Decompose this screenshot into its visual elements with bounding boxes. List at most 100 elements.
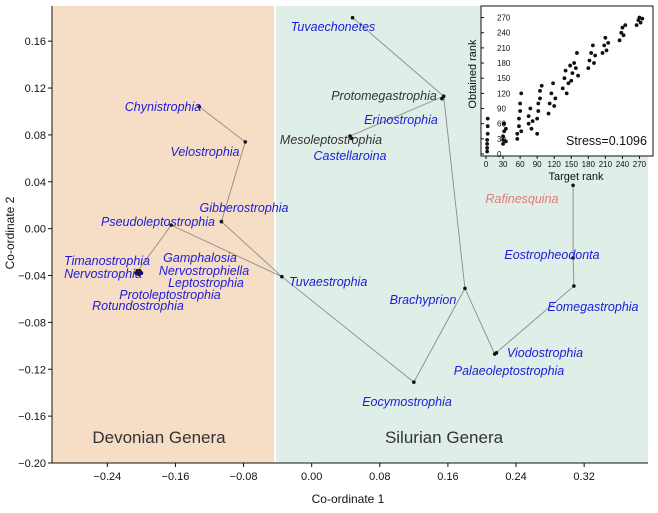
genus-labels: Chynistrophia Velostrophia Gibberostrophia… (64, 20, 639, 409)
inset-point (503, 139, 508, 144)
main-axes: −0.24 −0.16 −0.08 0.00 0.08 0.16 0.24 0.32 0.16 0… (18, 6, 648, 483)
edge-chynistrophia-velostrophia (199, 106, 246, 143)
inset-point (530, 119, 535, 124)
region-label-devonian: Devonian Genera (92, 428, 226, 447)
inset-point (526, 121, 531, 126)
label-eostropheodonta: Eostropheodonta (504, 248, 599, 262)
inset-x-tick-label: 180 (582, 160, 596, 169)
inset-point (593, 53, 598, 58)
inset-point (515, 136, 520, 141)
inset-y-tick-label: 0 (497, 150, 502, 159)
inset-point (538, 88, 542, 93)
inset-point (617, 38, 622, 43)
inset-point (575, 51, 579, 55)
point-erinostrophia (440, 96, 444, 101)
inset-point (519, 91, 524, 96)
inset-point (592, 61, 596, 65)
point-castellaroina (349, 136, 354, 141)
inset-point (539, 83, 544, 88)
inset-stress-annotation: Stress=0.1096 (566, 134, 647, 148)
inset-point (620, 25, 625, 30)
edge-eocymostrophia-brachyprion (413, 288, 466, 383)
label-gibberostrophia: Gibberostrophia (200, 201, 289, 215)
y-tick-label: 0.16 (25, 36, 46, 48)
inset-x-tick-label: 240 (616, 160, 630, 169)
point-pseudoleptostrophia (169, 223, 173, 227)
label-timanostrophia: Timanostrophia (64, 254, 150, 268)
y-tick-label: 0.00 (25, 224, 46, 236)
label-pseudoleptostrophia: Pseudoleptostrophia (101, 215, 215, 229)
inset-y-tick-label: 270 (497, 14, 511, 23)
label-castellaroina: Castellaroina (314, 149, 387, 163)
inset-point (536, 101, 541, 106)
point-gibberostrophia (219, 219, 224, 224)
inset-point (518, 109, 523, 113)
label-chynistrophia: Chynistrophia (125, 100, 201, 114)
label-tuvaestrophia: Tuvaestrophia (289, 275, 367, 289)
label-rafinesquina: Rafinesquina (486, 192, 559, 206)
point-eocymostrophia (412, 380, 416, 384)
inset-frame (480, 5, 654, 157)
inset-x-tick-label: 30 (499, 160, 508, 169)
point-rafinesquina (571, 183, 575, 188)
inset-point (586, 66, 591, 71)
network-edges (135, 17, 575, 383)
point-eostropheodonta (571, 256, 575, 260)
edge-pseudoleptostrophia-nervostrophia (135, 224, 172, 274)
edge-eomegastrophia-eostropheodonta (572, 257, 575, 287)
label-eocymostrophia: Eocymostrophia (362, 395, 452, 409)
point-protoleptostrophia (138, 270, 143, 274)
inset-point (590, 43, 595, 48)
inset-point (634, 23, 639, 28)
point-tuvaestrophia (280, 274, 284, 279)
inset-x-tick-label: 210 (599, 160, 613, 169)
label-erinostrophia: Erinostrophia (364, 113, 438, 127)
y-tick-label: −0.16 (18, 411, 46, 423)
inset-y-tick-label: 150 (497, 74, 511, 83)
region-devonian (52, 6, 276, 463)
inset-point (536, 109, 541, 113)
point-chynistrophia (197, 104, 202, 109)
inset-point (606, 40, 611, 45)
inset-point (546, 111, 551, 116)
y-tick-label: −0.12 (18, 364, 46, 376)
inset-y-tick-label: 90 (497, 105, 506, 114)
edge-palaeoleptostrophia-eomegastrophia (494, 285, 575, 355)
inset-point (562, 76, 567, 81)
edge-pseudoleptostrophia-tuvaestrophia (171, 224, 283, 278)
inset-point (573, 66, 578, 71)
inset-y-tick-label: 240 (497, 29, 511, 38)
edge-brachyprion-palaeoleptostrophia (464, 288, 496, 355)
inset-point (517, 124, 521, 129)
inset-y-tick-label: 180 (497, 59, 511, 68)
label-nervostrophiella: Nervostrophiella (159, 264, 249, 278)
inset-point (600, 51, 605, 55)
inset-y-tick-label: 30 (497, 135, 506, 144)
edge-protomegastrophia-tuvaechonetes (352, 17, 444, 97)
label-mesoleptostrophia: Mesoleptostrophia (280, 133, 382, 147)
inset-point (529, 126, 534, 131)
label-brachyprion: Brachyprion (390, 293, 457, 307)
edge-gibberostrophia-tuvaestrophia (221, 221, 283, 278)
label-velostrophia: Velostrophia (170, 145, 239, 159)
label-viodostrophia: Viodostrophia (507, 346, 583, 360)
inset-x-tick-label: 120 (548, 160, 562, 169)
shepard-inset: 0 30 60 90 120 150 180 210 240 270030609012015018… (467, 5, 654, 183)
label-nervostrophia: Nervostrophia (64, 267, 142, 281)
inset-point (485, 116, 490, 121)
inset-x-axis-title: Target rank (548, 171, 604, 183)
label-gamphalosia: Gamphalosia (163, 251, 237, 265)
inset-point (485, 124, 490, 129)
inset-point (503, 126, 508, 131)
inset-point (621, 33, 626, 38)
point-tuvaechonetes (350, 15, 355, 20)
y-tick-label: 0.12 (25, 83, 46, 95)
inset-x-tick-label: 90 (533, 160, 542, 169)
inset-y-tick-label: 210 (497, 44, 511, 53)
inset-y-axis-title: Obtained rank (467, 39, 479, 109)
y-tick-label: 0.04 (25, 177, 46, 189)
inset-point (517, 116, 521, 121)
inset-point (560, 86, 565, 91)
x-tick-label: 0.08 (369, 471, 390, 483)
